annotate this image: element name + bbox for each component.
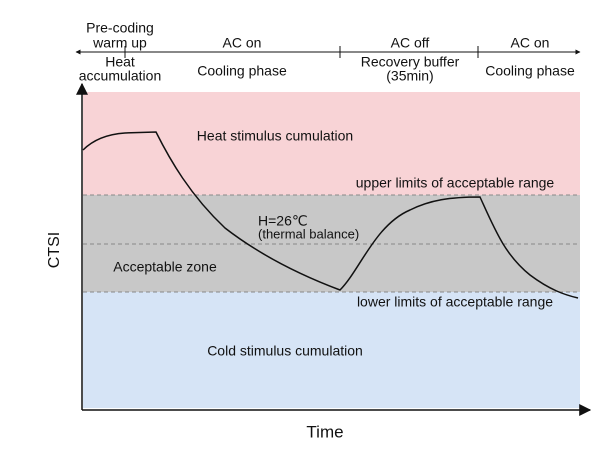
phase-label: AC on — [223, 35, 262, 51]
phase-description: Cooling phase — [197, 63, 287, 79]
phase-description: accumulation — [79, 68, 162, 84]
x-axis-label: Time — [306, 422, 343, 441]
phase-description: Recovery buffer — [361, 54, 460, 70]
phase-description: Cooling phase — [485, 63, 575, 79]
lower-limit-label: lower limits of acceptable range — [357, 294, 553, 310]
phase-label: AC on — [511, 35, 550, 51]
upper-limit-label: upper limits of acceptable range — [356, 175, 555, 191]
phase-description: Heat — [105, 54, 135, 70]
heat-zone — [83, 92, 580, 195]
y-axis-label: CTSI — [46, 232, 63, 268]
ctsi-curve — [82, 131, 579, 299]
phase-label: Pre-coding — [86, 20, 154, 36]
phase-description: (35min) — [386, 68, 433, 84]
heat-zone-label: Heat stimulus cumulation — [197, 128, 353, 144]
cold-zone-label: Cold stimulus cumulation — [207, 343, 363, 359]
acceptable-zone-label: Acceptable zone — [113, 259, 217, 275]
phase-label: AC off — [391, 35, 430, 51]
balance-label: (thermal balance) — [258, 226, 359, 241]
phase-label: warm up — [92, 35, 147, 51]
cold-zone — [83, 292, 580, 408]
balance-label: H=26℃ — [258, 213, 308, 229]
